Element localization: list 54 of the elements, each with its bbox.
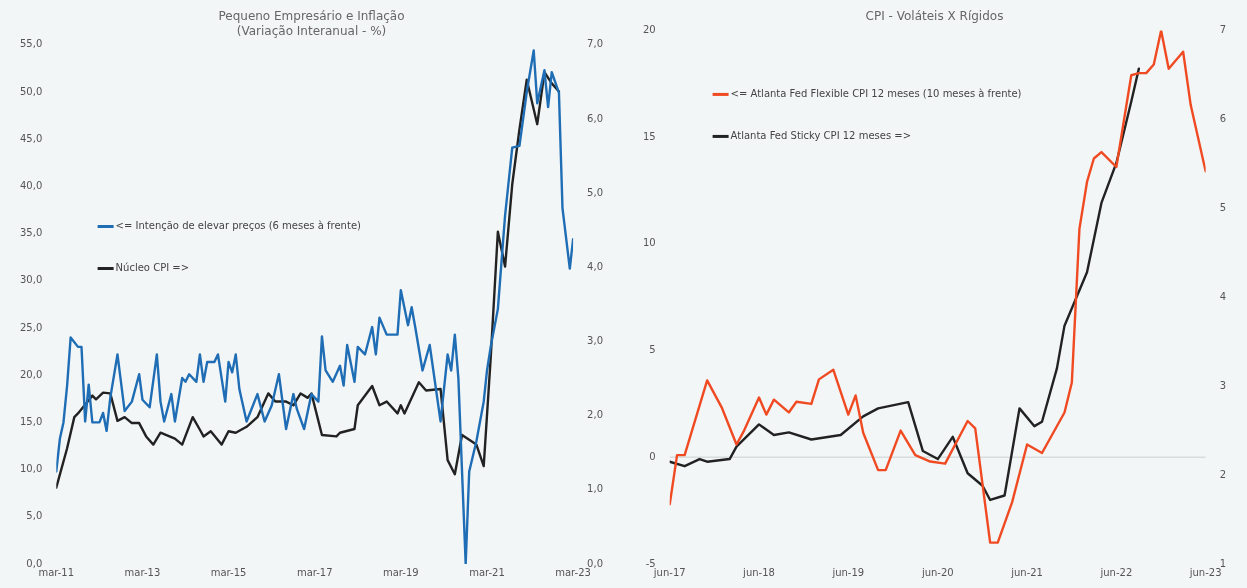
y2-tick-label: 3 — [1219, 379, 1227, 391]
x-tick-label: mar-23 — [555, 566, 591, 578]
legend-label: <= Intenção de elevar preços (6 meses à frente) — [115, 220, 362, 232]
y-tick-label: 15,0 — [20, 415, 43, 427]
y-tick-label: 0,0 — [26, 557, 43, 569]
y2-tick-label: 2,0 — [587, 409, 603, 421]
text: Pequeno Empresário e Inflação — [218, 9, 405, 24]
y-tick-label: 5,0 — [26, 510, 43, 522]
y2-tick-label: 5,0 — [587, 186, 603, 198]
y2-tick-label: 7,0 — [587, 38, 603, 50]
y-tick-label: 45,0 — [20, 132, 43, 144]
y-tick-label: 10 — [642, 237, 656, 249]
y2-tick-label: 2 — [1219, 468, 1227, 480]
y-tick-label: 25,0 — [20, 321, 43, 333]
y-tick-label: 30,0 — [20, 274, 43, 286]
x-tick-label: jun-18 — [742, 566, 775, 578]
y-tick-label: 55,0 — [20, 38, 43, 50]
y2-tick-label: 3,0 — [587, 335, 603, 347]
y2-tick-label: 4 — [1219, 290, 1227, 302]
y2-tick-label: 0,0 — [587, 557, 603, 569]
y-tick-label: 40,0 — [20, 179, 43, 191]
x-tick-label: mar-15 — [210, 566, 247, 578]
text: CPI - Voláteis X Rígidos — [865, 9, 1004, 24]
x-tick-label: jun-23 — [1188, 566, 1222, 578]
y2-tick-label: 4,0 — [587, 260, 603, 272]
x-tick-label: jun-21 — [1010, 566, 1043, 578]
y-tick-label: 20,0 — [20, 368, 43, 380]
x-tick-label: jun-17 — [652, 566, 686, 578]
x-tick-label: jun-22 — [1099, 566, 1133, 578]
y-tick-label: 15 — [642, 130, 656, 142]
y2-tick-label: 1,0 — [587, 483, 603, 495]
text: (Variação Interanual - %) — [236, 23, 387, 38]
y2-tick-label: 6 — [1219, 112, 1227, 124]
y2-tick-label: 7 — [1219, 23, 1227, 35]
legend-label: Atlanta Fed Sticky CPI 12 meses => — [730, 130, 912, 142]
x-tick-label: mar-11 — [38, 566, 75, 578]
y-tick-label: 35,0 — [20, 227, 43, 239]
x-tick-label: mar-13 — [124, 566, 161, 578]
legend-label: Núcleo CPI => — [115, 262, 190, 274]
y2-tick-label: 5 — [1219, 201, 1227, 213]
y-tick-label: 5 — [649, 344, 656, 356]
y-tick-label: 0 — [649, 450, 656, 462]
x-tick-label: mar-17 — [296, 566, 333, 578]
x-tick-label: jun-19 — [831, 566, 865, 578]
y-tick-label: 50,0 — [20, 85, 43, 97]
x-tick-label: mar-19 — [382, 566, 419, 578]
x-tick-label: jun-20 — [920, 566, 954, 578]
y-tick-label: 20 — [642, 23, 656, 35]
y-tick-label: 10,0 — [20, 463, 43, 475]
legend-label: <= Atlanta Fed Flexible CPI 12 meses (10 meses à frente) — [730, 88, 1022, 100]
x-tick-label: mar-21 — [469, 566, 505, 578]
y2-tick-label: 1 — [1219, 557, 1227, 569]
y-tick-label: -5 — [645, 557, 656, 569]
y2-tick-label: 6,0 — [587, 112, 603, 124]
